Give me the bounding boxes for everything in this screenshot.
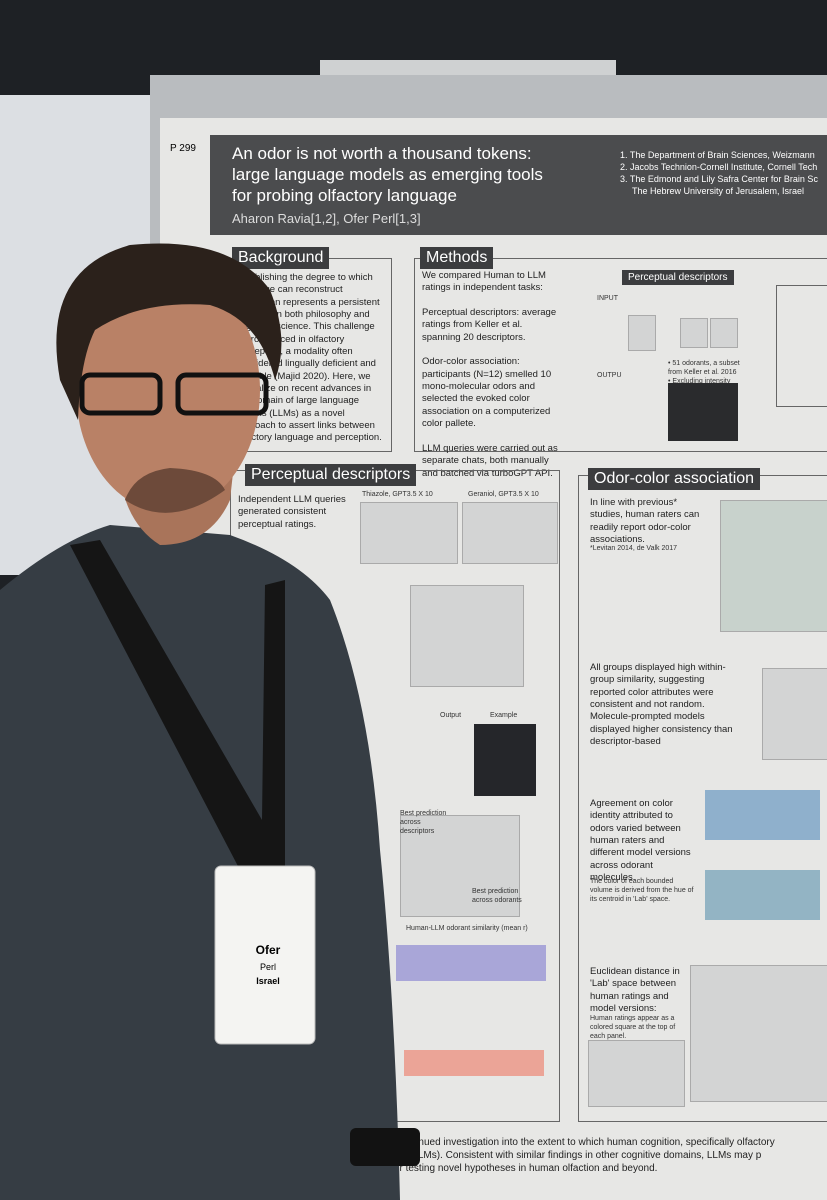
affiliation: 1. The Department of Brain Sciences, Wei… (620, 150, 815, 160)
affiliation: The Hebrew University of Jerusalem, Isra… (632, 186, 805, 196)
icon (710, 318, 738, 348)
section-heading: Perceptual descriptors (245, 464, 417, 486)
section-heading: Odor-color association (588, 468, 761, 490)
label: Best prediction across descriptors (400, 810, 447, 835)
example-screenshot (474, 724, 536, 796)
odor-color-text: Agreement on color identity attributed t… (590, 798, 691, 884)
violin-plots (690, 965, 827, 1102)
reference: *Levitan 2014, de Valk 2017 (590, 545, 678, 552)
affiliation: 3. The Edmond and Lily Safra Center for … (620, 174, 818, 184)
section-heading: Background (232, 247, 330, 269)
title-line: large language models as emerging tools (232, 165, 543, 184)
color-plots (720, 500, 827, 632)
box-plot (762, 668, 827, 760)
conclusion-line: language models (LLMs). Consistent with … (330, 1150, 762, 1161)
distance-plot (588, 1040, 685, 1107)
scatter-plot (410, 585, 524, 687)
odor-color-text: All groups displayed high within-group s… (590, 662, 733, 748)
methods-text: Perceptual descriptors: average ratings … (422, 307, 557, 343)
panel-label: INPUT (597, 295, 618, 302)
3d-plot (705, 790, 820, 840)
conclusion-line: fertile ground for testing novel hypothe… (330, 1163, 658, 1174)
odor-color-text: In line with previous* studies, human ra… (590, 497, 700, 546)
title-bar: An odor is not worth a thousand tokens: … (210, 135, 827, 235)
conclusion-line: (pun intended) continued investigation i… (330, 1137, 775, 1148)
hair (56, 243, 282, 420)
plot (360, 502, 458, 564)
scatter-plot (400, 815, 520, 917)
label: Output (440, 712, 462, 719)
example-screenshot (668, 383, 738, 441)
label: Human-LLM odorant similarity (mean r) (406, 925, 528, 932)
badge (214, 865, 316, 1045)
title-line: An odor is not worth a thousand tokens: (232, 144, 532, 163)
clip-bar (320, 60, 616, 78)
shirt (0, 525, 400, 1200)
face (76, 268, 260, 512)
icon (628, 315, 656, 351)
odor-color-text: Euclidean distance in 'Lab' space betwee… (590, 966, 680, 1015)
badge-country: Israel (256, 976, 280, 986)
plot (462, 502, 558, 564)
icon (680, 318, 708, 348)
methods-box (414, 258, 827, 452)
plot-title: Geraniol, GPT3.5 X 10 (468, 491, 539, 498)
title-line: for probing olfactory language (232, 186, 457, 205)
authors: Aharon Ravia[1,2], Ofer Perl[1,3] (232, 211, 421, 226)
methods-text: Odor-color association: participants (N=… (422, 356, 552, 430)
note: Human ratings appear as a colored square… (590, 1015, 676, 1040)
poster-id: P 299 (170, 143, 196, 154)
methods-text: We compared Human to LLM ratings in inde… (422, 270, 546, 294)
bar-plot (396, 945, 546, 981)
panel-heading: Perceptual descriptors (622, 270, 734, 285)
watch (350, 1128, 420, 1166)
bar-plot (404, 1050, 544, 1076)
background-text: Establishing the degree to which languag… (236, 272, 382, 444)
badge-surname: Perl (260, 962, 276, 972)
glasses (175, 372, 269, 416)
plot-title: Thiazole, GPT3.5 X 10 (362, 491, 433, 498)
affiliation: 2. Jacobs Technion-Cornell Institute, Co… (620, 162, 818, 172)
perceptual-text: Independent LLM queries generated consis… (238, 494, 346, 530)
panel-label: OUTPU (597, 372, 622, 379)
note: • 51 odorants, a subset from Keller et a… (668, 360, 740, 376)
label: Best prediction across odorants (472, 888, 522, 904)
lanyard (70, 540, 285, 870)
badge-name: Ofer (256, 943, 281, 957)
label: Example (490, 712, 518, 719)
beard (125, 468, 225, 513)
methods-text: LLM queries were carried out as separate… (422, 442, 558, 479)
section-heading: Methods (420, 247, 494, 269)
glasses (79, 372, 163, 416)
3d-plot (705, 870, 820, 920)
panel (776, 285, 827, 407)
note: The color of each bounded volume is deri… (590, 878, 694, 903)
